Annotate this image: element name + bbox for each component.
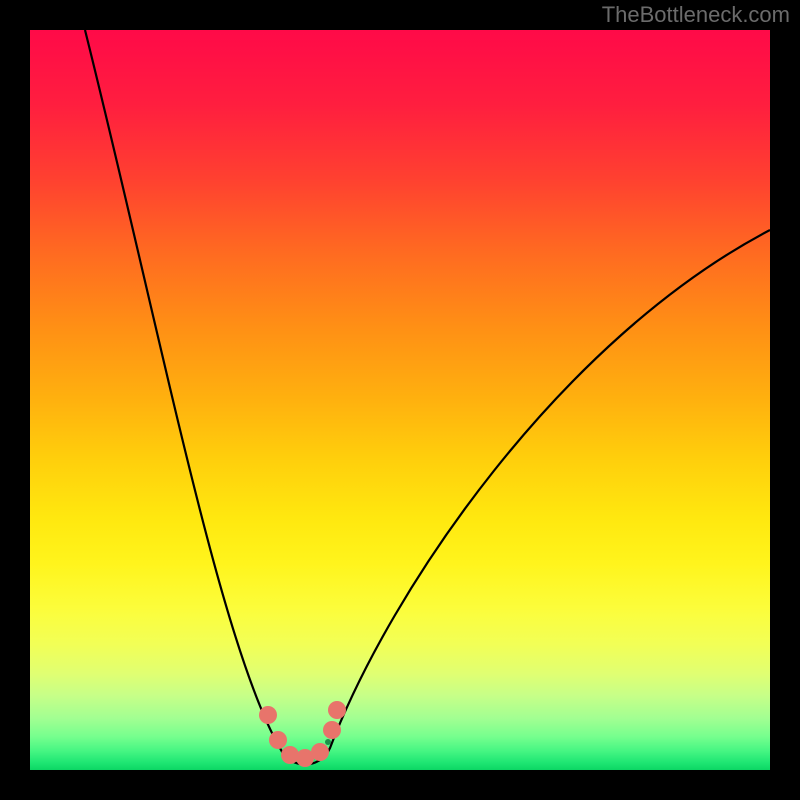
marker-dot bbox=[323, 721, 341, 739]
bottleneck-curve-chart bbox=[30, 30, 770, 770]
watermark-text: TheBottleneck.com bbox=[602, 2, 790, 28]
marker-dot bbox=[328, 701, 346, 719]
marker-dot bbox=[281, 746, 299, 764]
plot-area bbox=[30, 30, 770, 770]
chart-frame: TheBottleneck.com bbox=[0, 0, 800, 800]
marker-dot bbox=[311, 743, 329, 761]
marker-dot bbox=[259, 706, 277, 724]
marker-dot bbox=[269, 731, 287, 749]
green-dot bbox=[325, 739, 331, 745]
gradient-background bbox=[30, 30, 770, 770]
